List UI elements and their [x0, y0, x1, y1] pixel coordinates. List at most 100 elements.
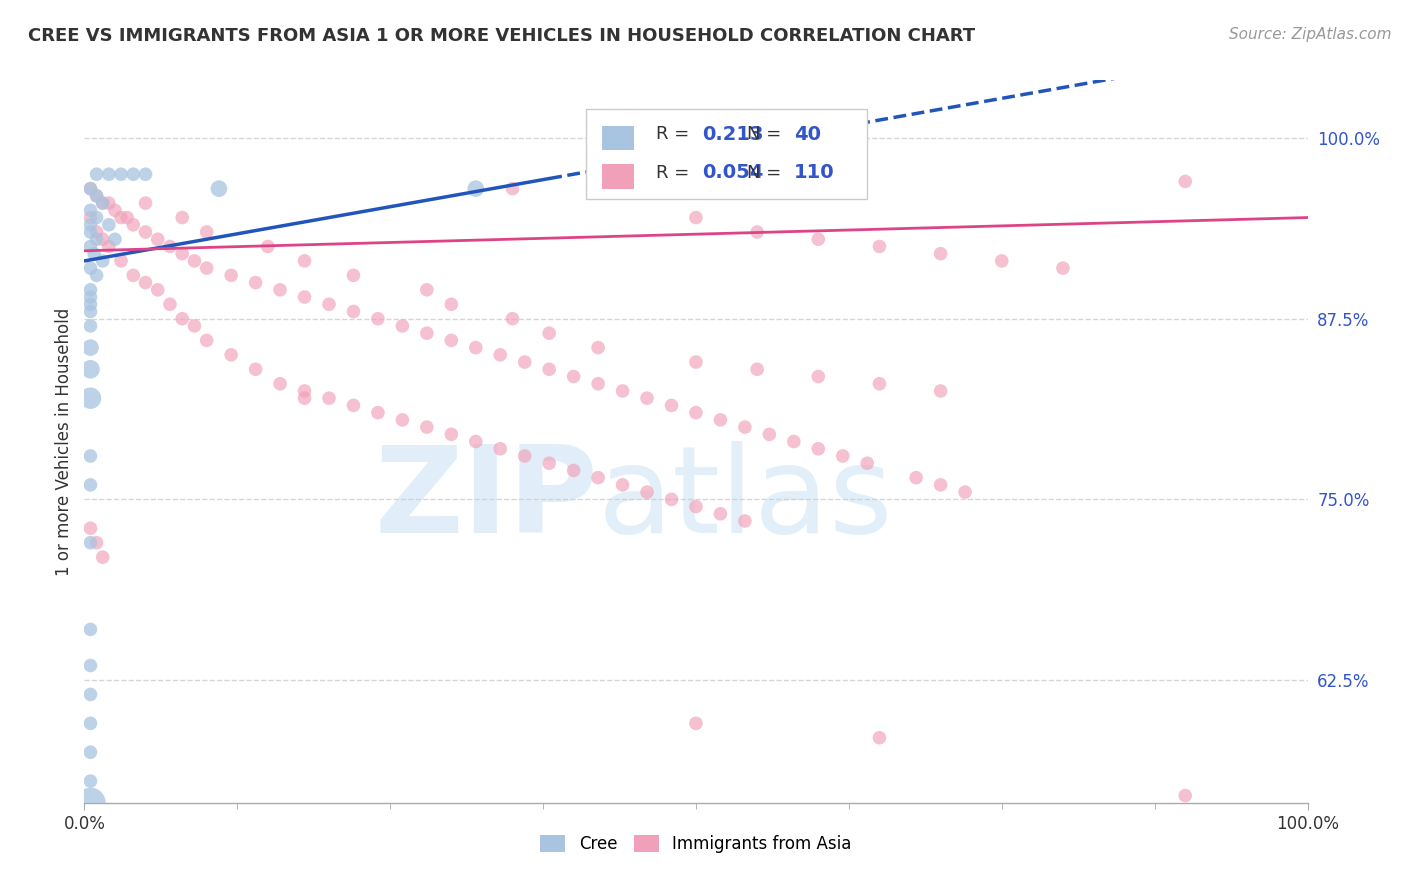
- Point: [79, 218, 101, 232]
- Text: atlas: atlas: [598, 441, 894, 558]
- Point: [831, 449, 853, 463]
- Point: [416, 283, 439, 297]
- Point: [122, 218, 145, 232]
- Point: [219, 268, 242, 283]
- Point: [79, 796, 101, 810]
- Point: [83, 246, 105, 260]
- Point: [685, 500, 707, 514]
- Point: [135, 167, 157, 181]
- Point: [195, 334, 218, 348]
- FancyBboxPatch shape: [602, 126, 634, 151]
- Point: [685, 211, 707, 225]
- Point: [636, 391, 658, 405]
- Point: [86, 167, 108, 181]
- Point: [110, 253, 132, 268]
- Point: [464, 182, 486, 196]
- Point: [586, 470, 609, 484]
- Point: [709, 413, 731, 427]
- Point: [172, 246, 194, 260]
- Point: [807, 369, 830, 384]
- Point: [685, 355, 707, 369]
- Point: [79, 341, 101, 355]
- Text: N =: N =: [748, 126, 787, 144]
- Point: [869, 376, 891, 391]
- Point: [318, 297, 340, 311]
- Point: [929, 478, 952, 492]
- Point: [269, 376, 291, 391]
- Text: Source: ZipAtlas.com: Source: ZipAtlas.com: [1229, 27, 1392, 42]
- Point: [110, 167, 132, 181]
- Point: [79, 225, 101, 239]
- Point: [685, 716, 707, 731]
- Point: [538, 362, 561, 376]
- Point: [294, 391, 316, 405]
- Point: [79, 203, 101, 218]
- Point: [562, 369, 585, 384]
- Point: [135, 276, 157, 290]
- Point: [91, 550, 114, 565]
- Point: [929, 384, 952, 398]
- Point: [159, 297, 181, 311]
- Point: [79, 283, 101, 297]
- Point: [122, 167, 145, 181]
- Point: [219, 348, 242, 362]
- Point: [172, 211, 194, 225]
- Point: [79, 391, 101, 405]
- Point: [367, 406, 389, 420]
- Point: [79, 535, 101, 549]
- Point: [245, 276, 267, 290]
- Point: [86, 189, 108, 203]
- Point: [115, 211, 138, 225]
- Point: [661, 492, 683, 507]
- Point: [562, 463, 585, 477]
- Text: R =: R =: [655, 126, 695, 144]
- Point: [991, 253, 1014, 268]
- Point: [79, 362, 101, 376]
- Point: [440, 297, 463, 311]
- FancyBboxPatch shape: [586, 109, 868, 200]
- Point: [367, 311, 389, 326]
- Point: [391, 318, 413, 333]
- Point: [135, 196, 157, 211]
- Point: [159, 239, 181, 253]
- Point: [807, 442, 830, 456]
- Point: [391, 413, 413, 427]
- Text: CREE VS IMMIGRANTS FROM ASIA 1 OR MORE VEHICLES IN HOUSEHOLD CORRELATION CHART: CREE VS IMMIGRANTS FROM ASIA 1 OR MORE V…: [28, 27, 976, 45]
- Point: [440, 334, 463, 348]
- Point: [953, 485, 976, 500]
- Point: [79, 687, 101, 701]
- Point: [464, 341, 486, 355]
- Point: [104, 203, 127, 218]
- Text: 110: 110: [794, 163, 834, 182]
- Point: [195, 261, 218, 276]
- Point: [807, 232, 830, 246]
- Point: [685, 406, 707, 420]
- Point: [709, 507, 731, 521]
- Point: [172, 311, 194, 326]
- Point: [86, 232, 108, 246]
- FancyBboxPatch shape: [602, 164, 634, 189]
- Point: [269, 283, 291, 297]
- Point: [104, 232, 127, 246]
- Point: [79, 211, 101, 225]
- Point: [79, 521, 101, 535]
- Point: [79, 290, 101, 304]
- Point: [79, 658, 101, 673]
- Point: [97, 167, 120, 181]
- Point: [257, 239, 280, 253]
- Point: [416, 420, 439, 434]
- Point: [464, 434, 486, 449]
- Point: [91, 232, 114, 246]
- Point: [79, 716, 101, 731]
- Point: [734, 420, 756, 434]
- Point: [538, 456, 561, 470]
- Point: [97, 196, 120, 211]
- Point: [513, 449, 536, 463]
- Point: [905, 470, 928, 484]
- Point: [318, 391, 340, 405]
- Point: [79, 182, 101, 196]
- Point: [612, 478, 634, 492]
- Point: [538, 326, 561, 341]
- Point: [489, 442, 512, 456]
- Point: [79, 774, 101, 789]
